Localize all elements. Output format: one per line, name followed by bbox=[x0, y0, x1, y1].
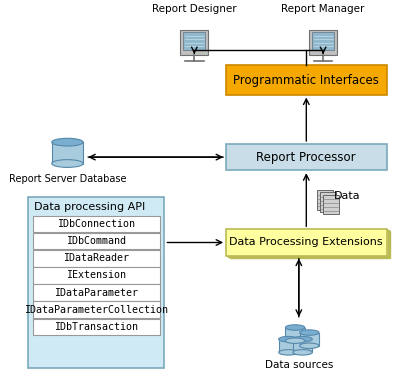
Ellipse shape bbox=[300, 343, 319, 348]
FancyBboxPatch shape bbox=[230, 231, 390, 258]
FancyBboxPatch shape bbox=[226, 229, 386, 256]
Polygon shape bbox=[52, 142, 83, 163]
Text: IDbTransaction: IDbTransaction bbox=[54, 322, 138, 332]
Text: Report Processor: Report Processor bbox=[256, 151, 356, 163]
Text: IDataParameterCollection: IDataParameterCollection bbox=[24, 305, 168, 315]
FancyBboxPatch shape bbox=[317, 190, 333, 210]
Ellipse shape bbox=[279, 350, 298, 355]
FancyBboxPatch shape bbox=[226, 66, 386, 95]
Polygon shape bbox=[300, 333, 319, 346]
FancyBboxPatch shape bbox=[33, 250, 160, 267]
Ellipse shape bbox=[52, 160, 83, 167]
FancyBboxPatch shape bbox=[28, 197, 164, 368]
Ellipse shape bbox=[285, 338, 305, 343]
Text: IDataParameter: IDataParameter bbox=[54, 287, 138, 298]
Polygon shape bbox=[293, 339, 312, 352]
FancyBboxPatch shape bbox=[33, 216, 160, 232]
FancyBboxPatch shape bbox=[33, 284, 160, 301]
Ellipse shape bbox=[285, 325, 305, 330]
FancyBboxPatch shape bbox=[33, 267, 160, 283]
Ellipse shape bbox=[52, 138, 83, 146]
Text: Report Designer: Report Designer bbox=[152, 4, 237, 14]
FancyBboxPatch shape bbox=[184, 32, 205, 50]
Polygon shape bbox=[285, 328, 305, 341]
Text: Data processing API: Data processing API bbox=[34, 202, 145, 212]
FancyBboxPatch shape bbox=[226, 144, 386, 170]
Ellipse shape bbox=[300, 330, 319, 335]
Ellipse shape bbox=[279, 336, 298, 342]
FancyBboxPatch shape bbox=[227, 230, 388, 256]
Text: Report Manager: Report Manager bbox=[282, 4, 365, 14]
Ellipse shape bbox=[293, 336, 312, 342]
FancyBboxPatch shape bbox=[33, 233, 160, 249]
FancyBboxPatch shape bbox=[33, 319, 160, 335]
Text: IDbConnection: IDbConnection bbox=[57, 219, 135, 229]
Text: IExtension: IExtension bbox=[66, 271, 126, 280]
FancyBboxPatch shape bbox=[309, 30, 337, 55]
Text: Data Processing Extensions: Data Processing Extensions bbox=[230, 237, 383, 248]
FancyBboxPatch shape bbox=[320, 192, 336, 212]
Text: Report Server Database: Report Server Database bbox=[9, 174, 126, 184]
Text: Data sources: Data sources bbox=[265, 360, 333, 370]
Ellipse shape bbox=[293, 350, 312, 355]
Text: Data: Data bbox=[334, 191, 361, 201]
FancyBboxPatch shape bbox=[323, 195, 339, 214]
FancyBboxPatch shape bbox=[312, 32, 334, 50]
Text: Programmatic Interfaces: Programmatic Interfaces bbox=[233, 74, 379, 86]
FancyBboxPatch shape bbox=[228, 230, 389, 257]
Text: IDbCommand: IDbCommand bbox=[66, 236, 126, 246]
Polygon shape bbox=[279, 339, 298, 352]
Text: IDataReader: IDataReader bbox=[63, 253, 129, 264]
FancyBboxPatch shape bbox=[180, 30, 208, 55]
FancyBboxPatch shape bbox=[33, 301, 160, 318]
